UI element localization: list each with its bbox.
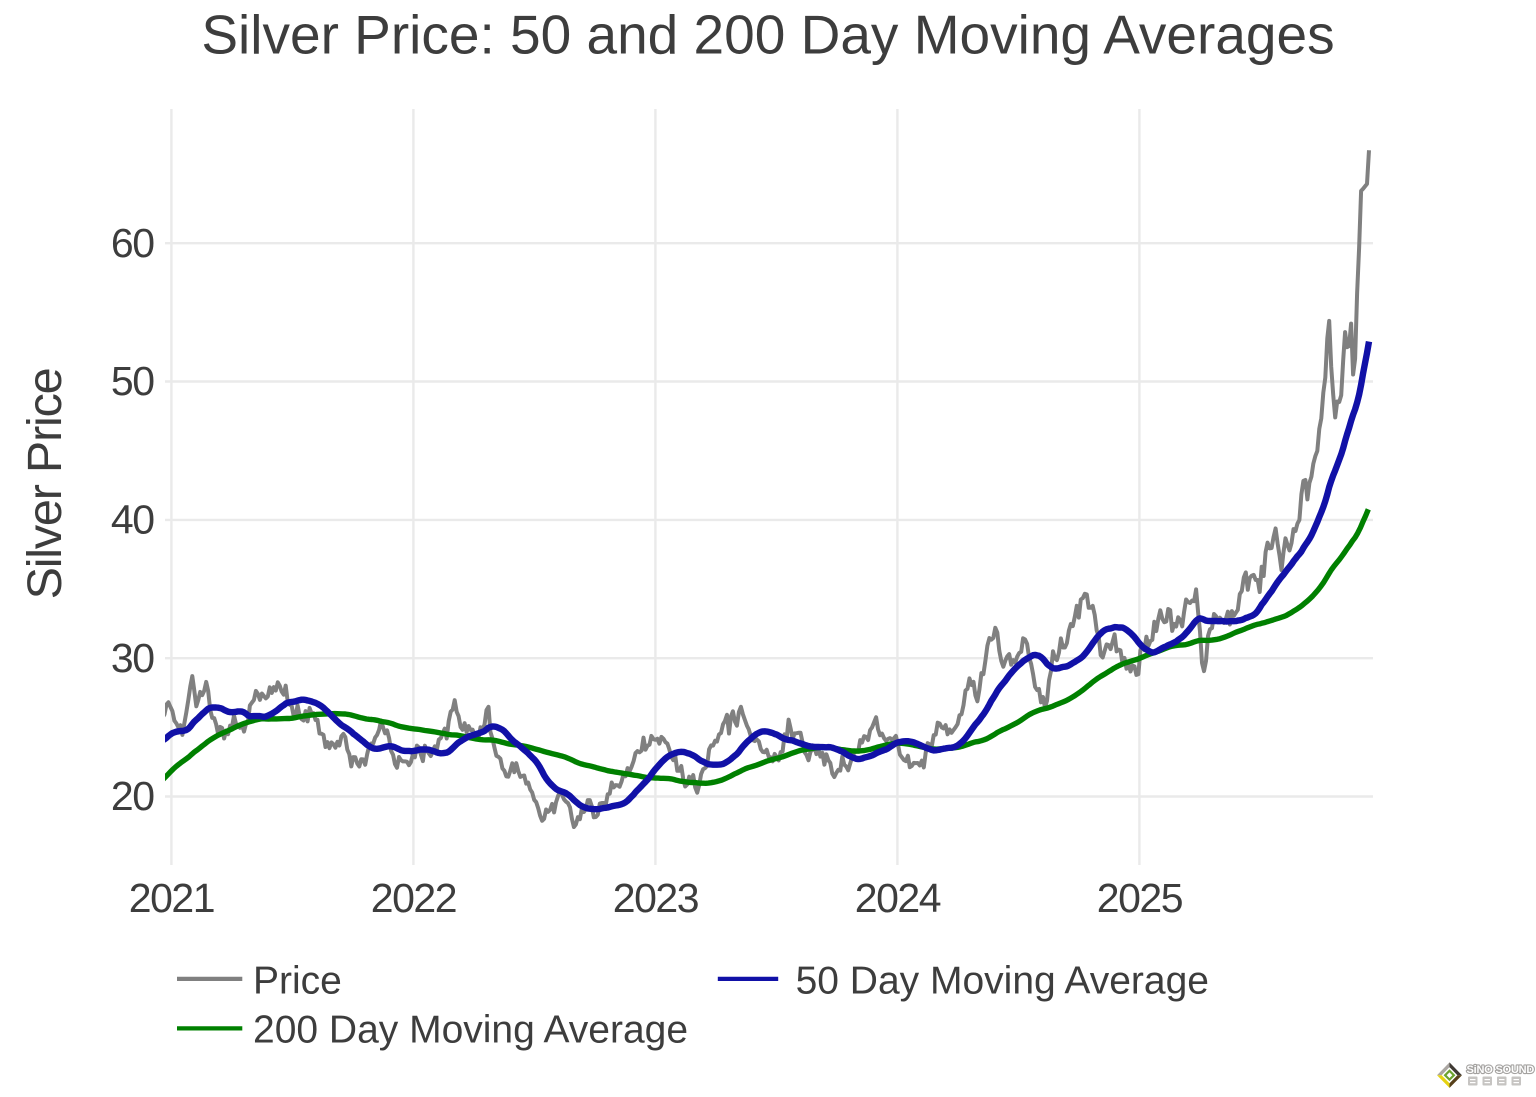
svg-text:2022: 2022 [371,875,456,921]
svg-text:Silver Price: Silver Price [18,369,72,600]
svg-text:200 Day Moving Average: 200 Day Moving Average [253,1009,688,1052]
svg-text:50 Day Moving Average: 50 Day Moving Average [796,959,1209,1002]
svg-text:2024: 2024 [855,875,941,921]
svg-text:SiNO SOUND: SiNO SOUND [1467,1064,1535,1076]
svg-text:Silver Price: 50 and 200 Day M: Silver Price: 50 and 200 Day Moving Aver… [201,3,1334,65]
svg-text:60: 60 [111,220,154,266]
svg-text:40: 40 [111,497,154,543]
svg-text:30: 30 [111,635,154,681]
svg-text:50: 50 [111,358,154,404]
svg-text:20: 20 [111,773,154,819]
svg-text:2021: 2021 [129,875,214,921]
svg-text:Price: Price [253,959,342,1002]
svg-text:2025: 2025 [1097,875,1183,921]
svg-text:2023: 2023 [613,875,698,921]
